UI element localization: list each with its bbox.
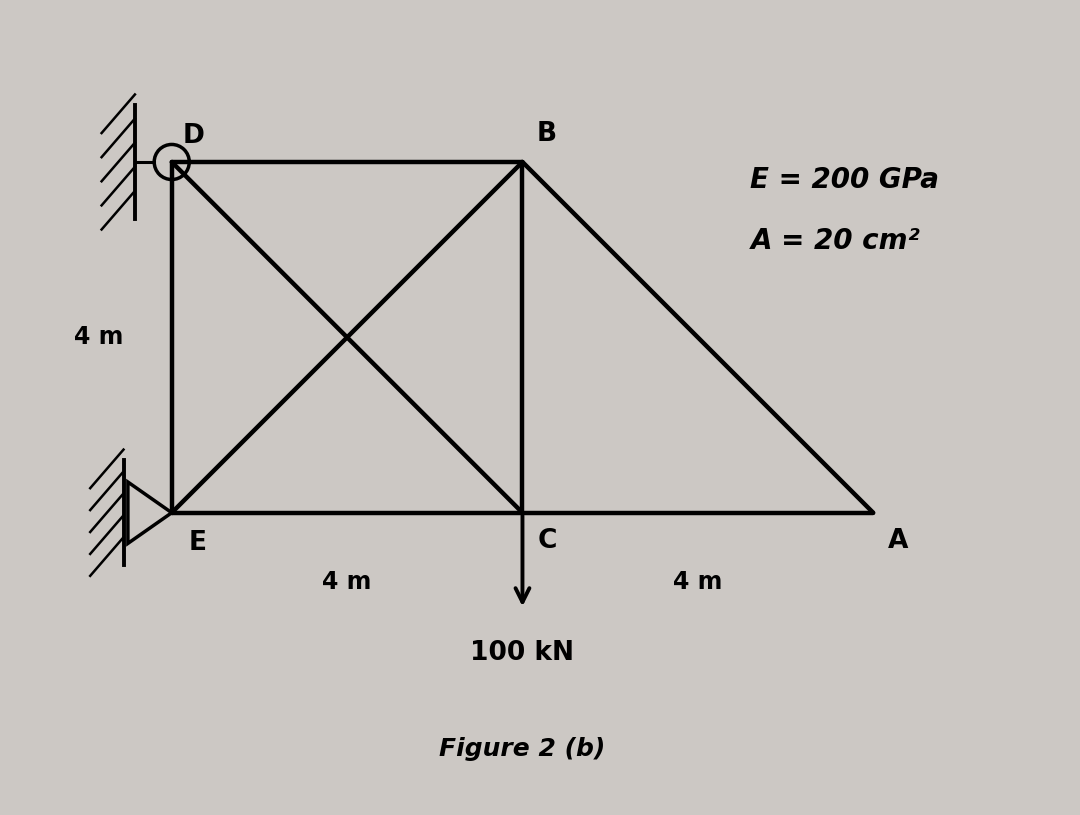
Text: C: C — [538, 528, 556, 553]
Text: 100 kN: 100 kN — [471, 640, 575, 666]
Text: 4 m: 4 m — [323, 570, 372, 593]
Text: B: B — [537, 121, 557, 147]
Text: E = 200 GPa: E = 200 GPa — [751, 165, 940, 193]
Text: 4 m: 4 m — [75, 325, 123, 350]
Text: A = 20 cm²: A = 20 cm² — [751, 227, 920, 255]
Text: 4 m: 4 m — [673, 570, 723, 593]
Text: Figure 2 (b): Figure 2 (b) — [440, 738, 606, 761]
Text: A: A — [888, 528, 908, 553]
Text: E: E — [189, 531, 207, 557]
Text: D: D — [183, 123, 204, 148]
